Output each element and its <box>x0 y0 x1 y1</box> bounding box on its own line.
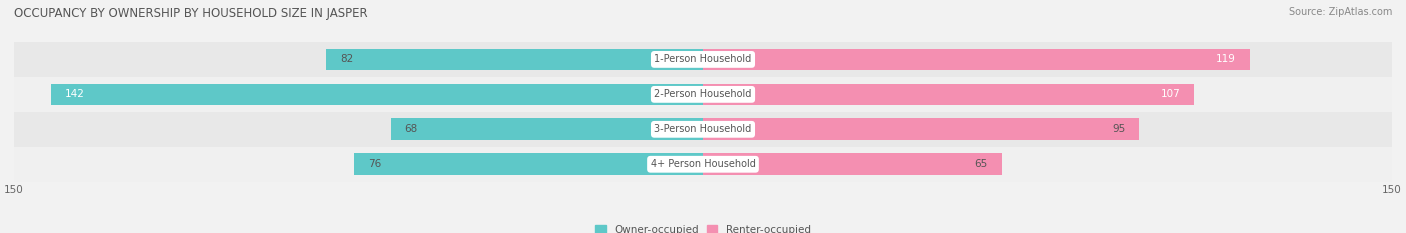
Text: 95: 95 <box>1112 124 1126 134</box>
Text: 1-Person Household: 1-Person Household <box>654 55 752 64</box>
Bar <box>14 112 1392 147</box>
Text: OCCUPANCY BY OWNERSHIP BY HOUSEHOLD SIZE IN JASPER: OCCUPANCY BY OWNERSHIP BY HOUSEHOLD SIZE… <box>14 7 368 20</box>
Bar <box>14 77 1392 112</box>
Bar <box>703 84 1195 105</box>
Text: 142: 142 <box>65 89 84 99</box>
Text: 76: 76 <box>368 159 381 169</box>
Bar <box>51 84 703 105</box>
Text: 4+ Person Household: 4+ Person Household <box>651 159 755 169</box>
Bar <box>703 49 1250 70</box>
Bar <box>703 118 1139 140</box>
Text: 65: 65 <box>974 159 988 169</box>
Legend: Owner-occupied, Renter-occupied: Owner-occupied, Renter-occupied <box>591 221 815 233</box>
Text: 68: 68 <box>405 124 418 134</box>
Text: 3-Person Household: 3-Person Household <box>654 124 752 134</box>
Bar <box>14 147 1392 182</box>
Bar <box>391 118 703 140</box>
Bar <box>14 42 1392 77</box>
Text: 119: 119 <box>1216 55 1236 64</box>
Text: 82: 82 <box>340 55 353 64</box>
Text: 107: 107 <box>1161 89 1181 99</box>
Bar <box>326 49 703 70</box>
Bar <box>703 154 1001 175</box>
Text: Source: ZipAtlas.com: Source: ZipAtlas.com <box>1288 7 1392 17</box>
Text: 2-Person Household: 2-Person Household <box>654 89 752 99</box>
Bar <box>354 154 703 175</box>
